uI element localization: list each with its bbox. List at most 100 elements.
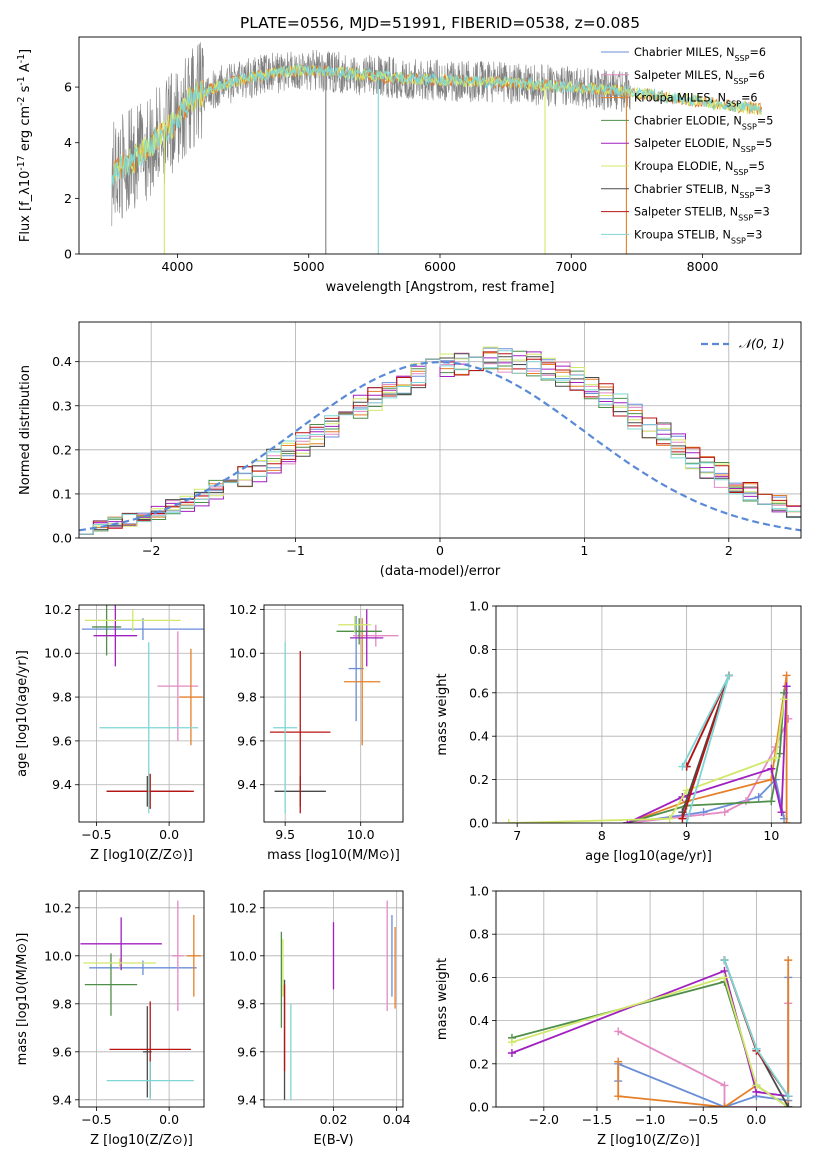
mass-weight-marker	[720, 1103, 729, 1107]
mass-weight-marker	[784, 956, 793, 965]
legend-subscript: SSP	[741, 145, 756, 154]
x-tick-label: 9	[683, 828, 691, 843]
mass-weight-marker	[720, 956, 729, 965]
error-bar-point	[99, 642, 199, 814]
x-tick-label: −2.0	[529, 1112, 559, 1127]
y-axis-label: mass weight	[435, 958, 450, 1040]
mass-weight-marker	[614, 1092, 623, 1101]
x-tick-label: 9.5	[275, 827, 295, 842]
y-axis-label: age [log10(age/yr)]	[15, 650, 30, 777]
x-tick-label: 7	[513, 828, 521, 843]
error-bar-point	[84, 953, 138, 1016]
error-bar-point	[92, 605, 122, 656]
error-bar-point	[106, 1061, 194, 1100]
legend-label-rest: =6	[741, 92, 758, 105]
mass-weight-line	[511, 976, 789, 1107]
mass-weight-marker	[767, 764, 776, 773]
normal-reference-curve	[79, 360, 801, 532]
plot-area	[507, 956, 793, 1107]
y-tick-label: 0.0	[52, 531, 72, 546]
y-tick-label: 0.6	[469, 685, 489, 700]
error-bar-point	[273, 642, 298, 814]
error-bar-point	[172, 900, 184, 1011]
y-tick-label: 0.8	[469, 642, 489, 657]
label-part: Z [log10(Z/Z⊙)]	[90, 848, 193, 863]
label-part: (data-model)/error	[380, 564, 501, 579]
mass-weight-line	[508, 699, 785, 823]
x-axis-label: Z [log10(Z/Z⊙)]	[90, 848, 193, 863]
legend-label-rest: =6	[750, 46, 767, 59]
mass-weight-marker	[678, 762, 687, 771]
y-tick-label: 10.2	[44, 900, 72, 915]
y-tick-label: 1.0	[469, 599, 489, 614]
legend-label: Chabrier MILES, NSSP=6	[634, 46, 766, 63]
residual-histogram	[79, 353, 801, 535]
residual-histogram	[79, 350, 801, 535]
y-tick-label: 9.4	[52, 1092, 72, 1107]
mass-weight-marker	[720, 1081, 729, 1090]
legend-label: Salpeter ELODIE, NSSP=5	[634, 137, 772, 154]
plot-area	[270, 609, 399, 814]
legend-label: Kroupa STELIB, NSSP=3	[634, 228, 762, 245]
x-tick-label: 10	[763, 828, 779, 843]
y-tick-label: 0.0	[469, 816, 489, 831]
axes-frame	[78, 890, 205, 1108]
mass-weight-marker	[665, 814, 674, 823]
legend-label-rest: =3	[746, 228, 763, 241]
y-tick-label: 9.6	[237, 733, 257, 748]
legend-subscript: SSP	[731, 236, 746, 245]
y-tick-label: 9.6	[52, 733, 72, 748]
y-tick-label: 10.0	[229, 948, 257, 963]
legend-label: 𝒩(0, 1)	[739, 336, 785, 351]
y-tick-label: 10.0	[44, 948, 72, 963]
mass-weight-marker	[682, 819, 691, 823]
legend-label-rest: =5	[756, 137, 773, 150]
y-tick-label: 0.4	[469, 729, 489, 744]
x-axis-label: age [log10(age/yr)]	[585, 849, 712, 864]
legend-subscript: SSP	[733, 76, 748, 85]
x-tick-label: 10.0	[347, 827, 375, 842]
y-tick-label: 0.1	[52, 486, 72, 501]
panel-spectrum: 4000 5000 6000 7000 8000 0 2 4 6 wavelength [Angs…	[16, 36, 802, 295]
y-tick-label: 0.4	[469, 1013, 489, 1028]
x-tick-label: 0	[436, 543, 444, 558]
label-superscript: -2	[16, 96, 27, 105]
y-tick-label: 10.2	[44, 602, 72, 617]
y-tick-label: 9.6	[237, 1044, 257, 1059]
y-tick-label: 10.2	[229, 602, 257, 617]
error-bar-point	[106, 773, 194, 809]
axes-frame	[78, 604, 205, 823]
y-tick-label: 9.8	[52, 690, 72, 705]
y-tick-label: 0.8	[469, 927, 489, 942]
error-bar-point	[80, 917, 162, 971]
x-tick-label: −1	[286, 543, 304, 558]
mass-weight-marker	[784, 1103, 793, 1107]
y-tick-label: 0.0	[469, 1100, 489, 1115]
y-tick-label: 0.4	[52, 354, 72, 369]
label-part: Z [log10(Z/Z⊙)]	[597, 1133, 700, 1148]
label-part: age [log10(age/yr)]	[585, 849, 712, 864]
label-part: erg cm	[18, 106, 33, 155]
y-tick-label: 9.8	[237, 690, 257, 705]
residual-histogram	[79, 346, 801, 535]
mass-weight-marker	[724, 671, 733, 680]
x-tick-label: 0.04	[383, 1112, 411, 1127]
error-bar-point	[353, 624, 399, 647]
label-part: wavelength [Angstrom, rest frame]	[326, 280, 555, 295]
error-bar-point	[81, 618, 204, 641]
x-tick-label: 0.02	[320, 1112, 348, 1127]
label-part: ]	[18, 49, 33, 54]
mass-weight-line	[617, 960, 790, 1107]
x-axis-label: E(B-V)	[313, 1133, 353, 1148]
y-tick-label: 0	[64, 247, 72, 262]
panel-mass_vs_Z: −0.5 0.0 9.4 9.6 9.8 10.0 10.2 Z [log10(Z/Z⊙)] m…	[15, 890, 205, 1148]
error-bar-point	[93, 605, 138, 667]
y-tick-label: 1.0	[469, 884, 489, 899]
error-bar-point	[338, 615, 372, 634]
y-tick-label: 9.4	[52, 777, 72, 792]
legend-label-rest: =5	[748, 160, 765, 173]
panel-mass_weight_vs_Z: −2.0 −1.5 −1.0 −0.5 0.0 0.0 0.2 0.4 0.6 0.8 1.0 Z […	[435, 884, 802, 1148]
y-tick-label: 9.4	[237, 777, 257, 792]
error-bar-point	[186, 915, 202, 997]
